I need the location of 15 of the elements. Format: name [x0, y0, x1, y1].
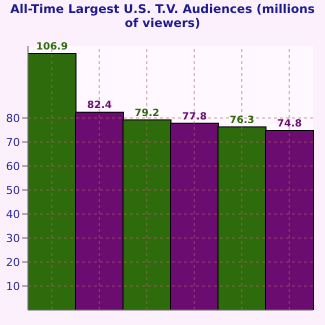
- data-label: 77.8: [182, 111, 207, 122]
- y-tick-label: 20: [6, 256, 20, 269]
- y-tick-label: 50: [6, 184, 20, 197]
- y-tick-label: 80: [6, 112, 20, 125]
- chart-title: All-Time Largest U.S. T.V. Audiences (millions of viewers): [9, 1, 316, 32]
- data-label: 79.2: [134, 108, 160, 119]
- data-label: 74.8: [277, 118, 302, 130]
- y-tick-label: 40: [6, 208, 20, 221]
- y-tick-label: 10: [6, 280, 20, 293]
- y-tick-label: 30: [6, 232, 20, 245]
- y-tick-label: 70: [6, 136, 20, 149]
- data-label: 106.9: [36, 41, 68, 52]
- data-label: 82.4: [87, 100, 112, 112]
- data-label: 76.3: [230, 114, 254, 126]
- y-tick-label: 60: [6, 160, 20, 173]
